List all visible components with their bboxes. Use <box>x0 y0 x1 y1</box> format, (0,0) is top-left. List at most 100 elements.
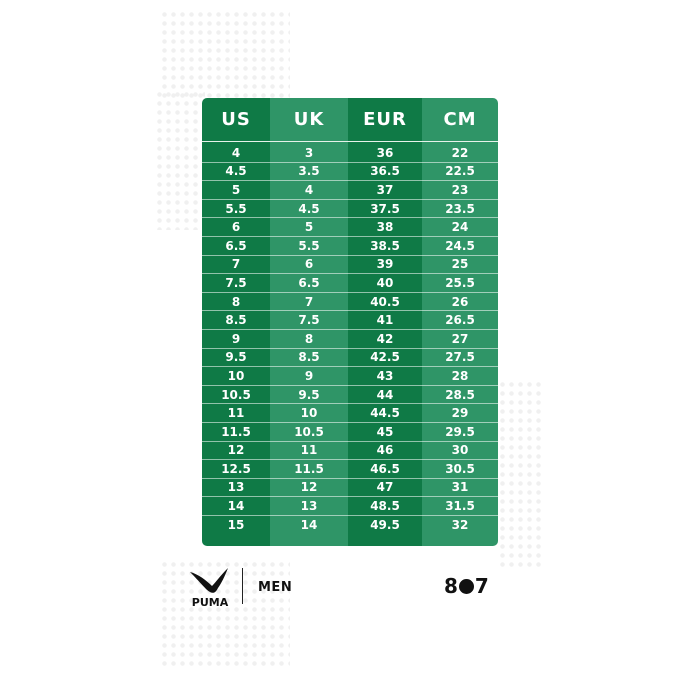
table-cell: 44 <box>348 386 422 405</box>
table-cell: 25 <box>422 256 498 275</box>
puma-wordmark: PUMA <box>192 596 229 608</box>
background-dot-pattern <box>160 10 290 100</box>
table-cell: 14 <box>202 497 270 516</box>
table-cell: 38 <box>348 218 422 237</box>
column-us: US 4 4.5 5 5.5 6 6.5 7 7.5 8 8.5 9 9.5 10 10.5 11 11.5 12… <box>202 98 270 546</box>
column-eur: EUR 36 36.5 37 37.5 38 38.5 39 40 40.5 41 42 42.5 43 4… <box>348 98 422 546</box>
table-cell: 6 <box>202 218 270 237</box>
table-cell: 41 <box>348 311 422 330</box>
table-cell: 27 <box>422 330 498 349</box>
table-cell: 26.5 <box>422 311 498 330</box>
table-cell: 7 <box>270 293 348 312</box>
table-cell: 9.5 <box>270 386 348 405</box>
table-cell: 5.5 <box>270 237 348 256</box>
table-cell: 8 <box>202 293 270 312</box>
table-cell: 24 <box>422 218 498 237</box>
background-dot-pattern <box>155 90 205 230</box>
column-cm: CM 22 22.5 23 23.5 24 24.5 25 25.5 26 26.5 27 27.5 28… <box>422 98 498 546</box>
table-cell: 14 <box>300 518 318 533</box>
table-cell: 11.5 <box>202 423 270 442</box>
table-cell: 26 <box>422 293 498 312</box>
table-cell: 47 <box>348 479 422 498</box>
table-cell: 9.5 <box>202 349 270 368</box>
table-cell: 3 <box>270 144 348 163</box>
table-cell: 42.5 <box>348 349 422 368</box>
table-cell: 23.5 <box>422 200 498 219</box>
table-cell: 29 <box>422 404 498 423</box>
table-cell: 9 <box>270 367 348 386</box>
table-cell: 43 <box>348 367 422 386</box>
table-cell: 49.5 <box>370 518 400 533</box>
table-cell: 4.5 <box>202 163 270 182</box>
table-cell: 4 <box>202 144 270 163</box>
table-cell: 38.5 <box>348 237 422 256</box>
table-cell: 36.5 <box>348 163 422 182</box>
table-cell: 7.5 <box>270 311 348 330</box>
table-cell: 9 <box>202 330 270 349</box>
table-cell: 27.5 <box>422 349 498 368</box>
table-cell: 28.5 <box>422 386 498 405</box>
table-cell: 31.5 <box>422 497 498 516</box>
table-cell: 46 <box>348 442 422 461</box>
column-uk: UK 3 3.5 4 4.5 5 5.5 6 6.5 7 7.5 8 8.5 9 9.5 10 10.5 11 11… <box>270 98 348 546</box>
puma-cat-logo-icon: PUMA <box>190 568 229 608</box>
table-cell: 42 <box>348 330 422 349</box>
table-cell: 7 <box>202 256 270 275</box>
table-cell: 8.5 <box>270 349 348 368</box>
table-cell: 4 <box>270 181 348 200</box>
table-cell: 3.5 <box>270 163 348 182</box>
column-header: US <box>202 98 270 142</box>
table-cell: 8 <box>270 330 348 349</box>
table-cell: 30 <box>422 442 498 461</box>
table-cell: 5.5 <box>202 200 270 219</box>
table-cell: 40 <box>348 274 422 293</box>
table-cell: 44.5 <box>348 404 422 423</box>
table-cell: 48.5 <box>348 497 422 516</box>
brand-digit: 8 <box>444 574 458 598</box>
table-cell: 39 <box>348 256 422 275</box>
table-cell: 40.5 <box>348 293 422 312</box>
table-cell: 24.5 <box>422 237 498 256</box>
table-cell: 10 <box>270 404 348 423</box>
table-cell: 46.5 <box>348 460 422 479</box>
table-cell: 6.5 <box>202 237 270 256</box>
table-cell: 45 <box>348 423 422 442</box>
column-header: EUR <box>348 98 422 142</box>
table-cell: 23 <box>422 181 498 200</box>
table-cell: 6 <box>270 256 348 275</box>
size-chart-table: US 4 4.5 5 5.5 6 6.5 7 7.5 8 8.5 9 9.5 10 10.5 11 11.5 12… <box>202 98 498 546</box>
table-cell: 7.5 <box>202 274 270 293</box>
column-header: CM <box>422 98 498 142</box>
burst-icon <box>458 578 474 594</box>
table-cell: 8.5 <box>202 311 270 330</box>
table-cell: 11 <box>270 442 348 461</box>
table-cell: 5 <box>270 218 348 237</box>
table-cell: 22 <box>422 144 498 163</box>
table-cell: 10.5 <box>270 423 348 442</box>
table-cell: 6.5 <box>270 274 348 293</box>
table-cell: 25.5 <box>422 274 498 293</box>
table-cell: 11 <box>202 404 270 423</box>
table-cell: 5 <box>202 181 270 200</box>
table-cell: 30.5 <box>422 460 498 479</box>
table-cell: 13 <box>202 479 270 498</box>
table-cell: 13 <box>270 497 348 516</box>
table-cell: 22.5 <box>422 163 498 182</box>
table-cell: 11.5 <box>270 460 348 479</box>
table-cell: 12 <box>202 442 270 461</box>
table-cell: 15 <box>227 518 245 533</box>
table-cell: 36 <box>348 144 422 163</box>
table-cell: 31 <box>422 479 498 498</box>
background-dot-pattern <box>498 380 543 570</box>
table-cell: 4.5 <box>270 200 348 219</box>
table-cell: 28 <box>422 367 498 386</box>
table-cell: 10.5 <box>202 386 270 405</box>
table-cell: 32 <box>451 518 469 533</box>
table-cell: 10 <box>202 367 270 386</box>
brand-digit: 7 <box>474 574 489 598</box>
brand-807-logo: 8 7 <box>444 574 489 598</box>
table-cell: 29.5 <box>422 423 498 442</box>
background-dot-pattern <box>160 560 290 670</box>
table-cell: 12 <box>270 479 348 498</box>
table-cell: 37 <box>348 181 422 200</box>
